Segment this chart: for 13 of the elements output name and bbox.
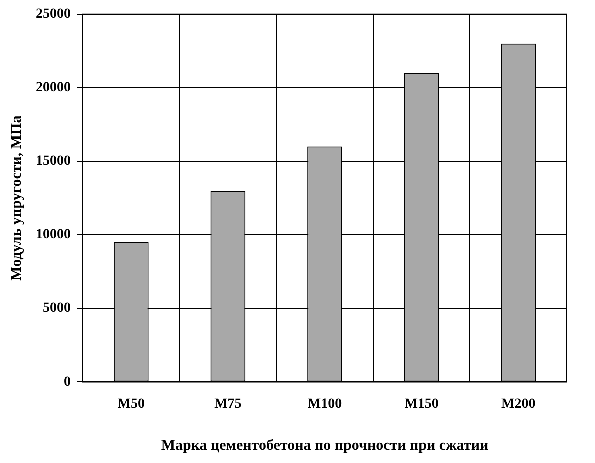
x-tick-label: М50 (118, 397, 146, 412)
y-tick-label: 0 (64, 374, 71, 390)
x-tick-label: М150 (404, 397, 439, 412)
y-axis-title: Модуль упругости, МПа (8, 115, 25, 281)
x-tick-label: М75 (214, 397, 242, 412)
y-tick-label: 10000 (36, 228, 71, 243)
y-tick-label: 15000 (36, 154, 71, 170)
y-tick-label: 5000 (43, 301, 71, 316)
x-tick-label: М200 (501, 397, 536, 412)
x-tick-label: М100 (308, 397, 342, 412)
y-tick-label: 20000 (36, 80, 71, 96)
y-tick-label: 25000 (36, 7, 71, 22)
x-axis-title: Марка цементобетона по прочности при сжатии (161, 438, 490, 454)
